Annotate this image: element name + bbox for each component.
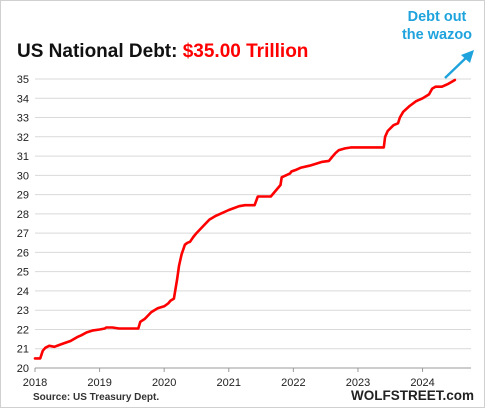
y-tick-label: 25	[17, 267, 29, 279]
y-tick-label: 29	[17, 190, 29, 202]
chart-title-value: $35.00 Trillion	[182, 41, 309, 62]
y-tick-label: 20	[17, 363, 29, 375]
y-tick-label: 32	[17, 132, 29, 144]
x-tick-label: 2020	[152, 377, 176, 389]
annotation-line-1: Debt out	[407, 9, 467, 25]
annotation-arrow	[444, 50, 474, 79]
chart-title-prefix: US National Debt:	[17, 41, 183, 62]
chart-title: US National Debt: $35.00 Trillion	[17, 41, 308, 63]
y-tick-label: 27	[17, 228, 29, 240]
source-note: Source: US Treasury Dept.	[33, 392, 160, 403]
y-tick-label: 22	[17, 324, 29, 336]
x-tick-label: 2019	[87, 377, 111, 389]
debt-series-line	[33, 78, 457, 360]
brand-logo-text: WOLFSTREET.com	[350, 388, 474, 403]
x-tick-label: 2021	[217, 377, 241, 389]
x-tick-label: 2018	[23, 377, 47, 389]
y-tick-label: 31	[17, 151, 29, 163]
y-tick-label: 28	[17, 209, 29, 221]
y-tick-label: 35	[17, 74, 29, 86]
annotation-text: Debt out the wazoo	[397, 8, 477, 44]
x-tick-label: 2022	[281, 377, 305, 389]
axes	[34, 367, 471, 372]
y-tick-label: 26	[17, 247, 29, 259]
y-tick-label: 30	[17, 170, 29, 182]
y-tick-label: 23	[17, 305, 29, 317]
x-tick-label: 2023	[346, 377, 370, 389]
y-tick-labels: 20 21 22 23 24 25 26 27 28 29 30 31 32 33 34 35	[17, 74, 29, 375]
x-tick-label: 2024	[410, 377, 434, 389]
y-tick-label: 24	[17, 286, 29, 298]
x-tick-labels: 2018 2019 2020 2021 2022 2023 2024	[23, 377, 435, 389]
y-tick-label: 34	[17, 93, 29, 105]
gridlines	[35, 78, 471, 350]
y-tick-label: 33	[17, 113, 29, 125]
annotation-line-2: the wazoo	[401, 27, 473, 43]
y-tick-label: 21	[17, 344, 29, 356]
